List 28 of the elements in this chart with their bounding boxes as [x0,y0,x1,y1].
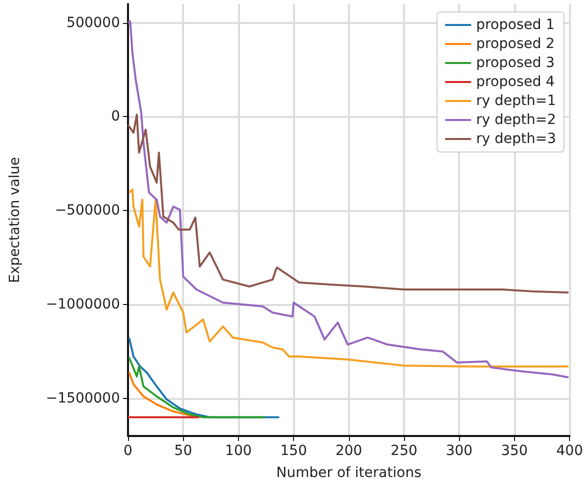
line-series [127,114,570,294]
legend-label: ry depth=1 [476,93,556,109]
y-tick-label: 500000 [66,14,120,31]
line-series [128,372,201,418]
line-series [127,20,570,378]
legend-label: proposed 4 [476,74,555,90]
x-tick-label: 0 [124,443,132,459]
legend-label: proposed 3 [476,55,555,71]
x-tick-label: 300 [446,443,473,459]
x-axis-title: Number of iterations [276,465,422,481]
y-axis-title: Expectation value [7,157,23,283]
legend-label: proposed 1 [476,17,555,33]
line-series [128,188,570,368]
x-tick-label: 50 [174,443,192,459]
y-tick-label: −1500000 [46,390,120,406]
x-tick-label: 100 [225,443,252,459]
legend-label: proposed 2 [476,36,555,52]
x-tick-label: 150 [280,443,307,459]
x-tick-label: 400 [556,443,584,459]
x-tick-label: 250 [390,443,418,459]
x-tick-label: 200 [335,443,362,459]
legend-label: ry depth=2 [476,112,556,128]
y-tick-label: −1000000 [46,296,120,313]
y-tick-label: −500000 [54,202,120,219]
legend-label: ry depth=3 [476,131,556,147]
x-tick-label: 350 [501,443,528,459]
y-tick-label: 0 [111,108,120,125]
line-series [128,356,266,418]
